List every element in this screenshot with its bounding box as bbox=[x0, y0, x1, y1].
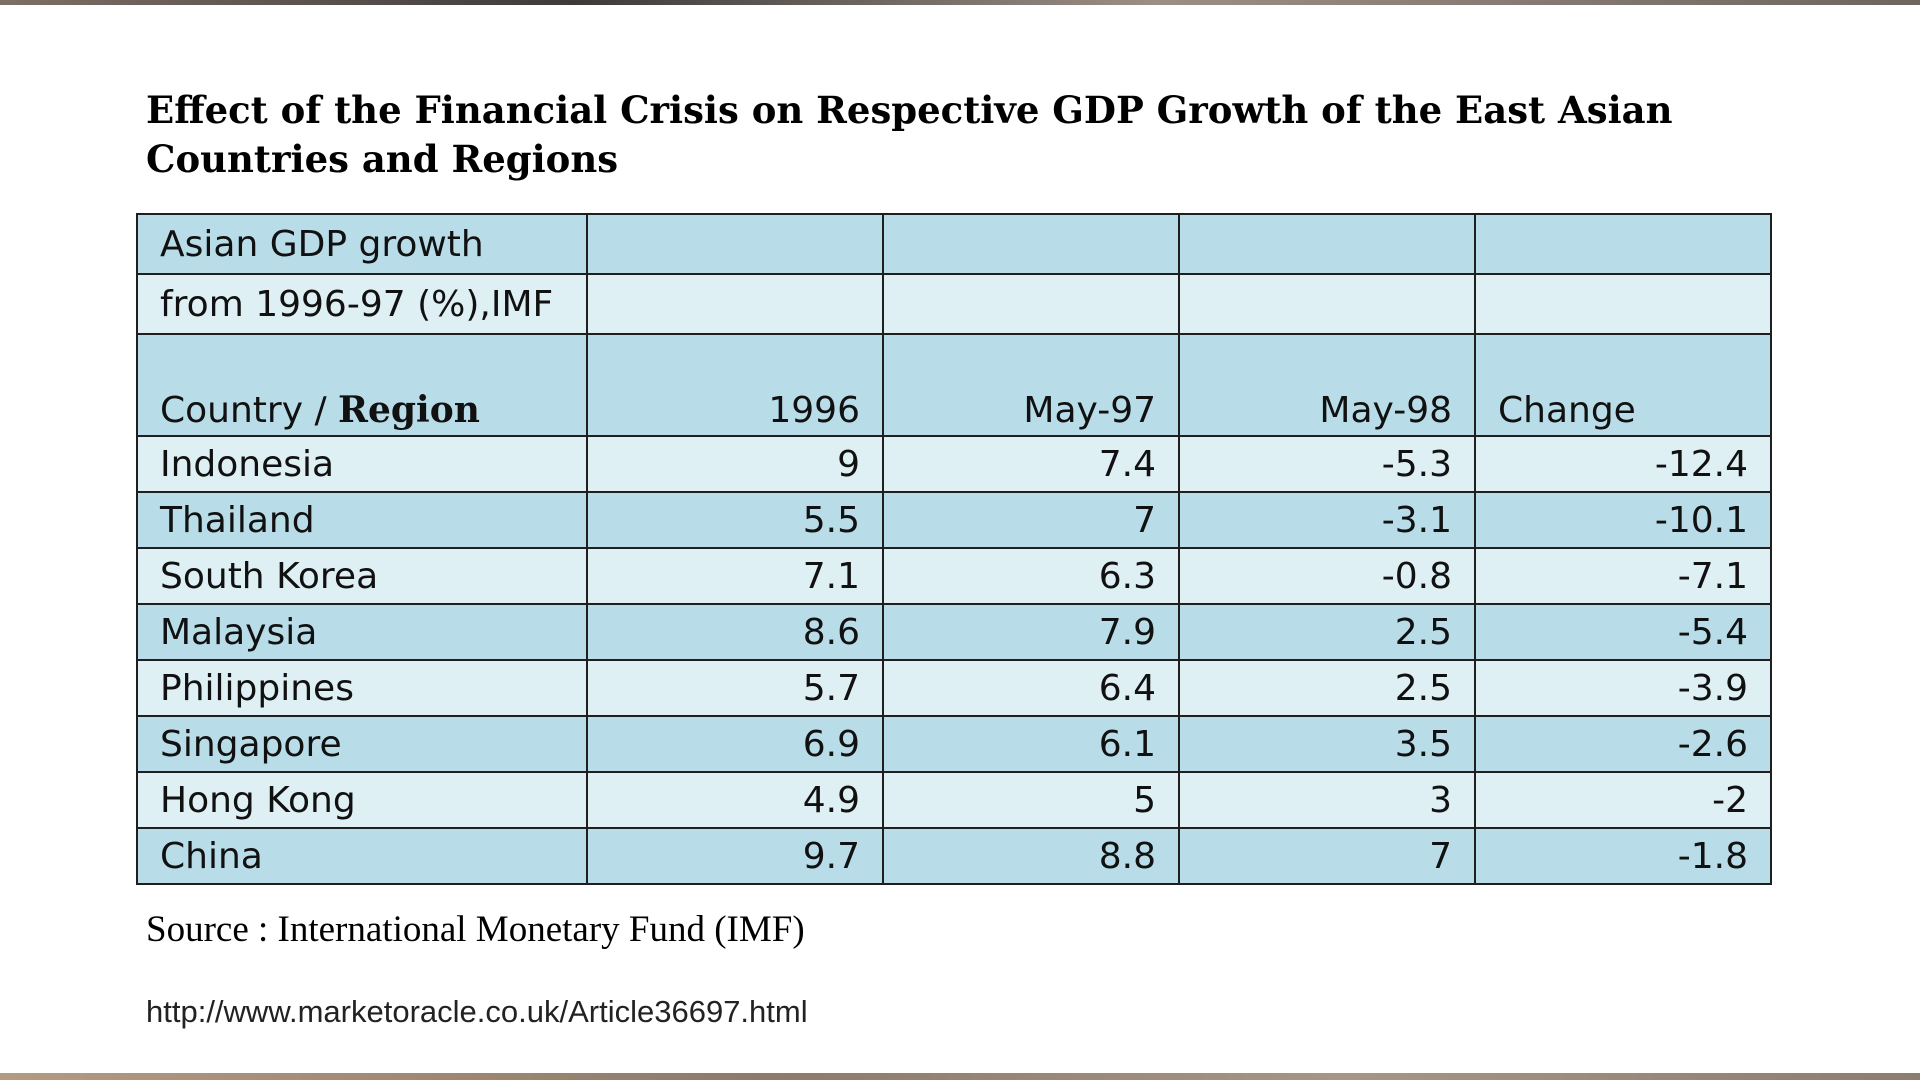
gdp-growth-table: Asian GDP growth from 1996-97 (%),IMF Co… bbox=[136, 213, 1772, 885]
top-decorative-strip bbox=[0, 0, 1920, 5]
value-cell-may97: 6.3 bbox=[882, 547, 1180, 605]
bottom-decorative-strip bbox=[0, 1073, 1920, 1080]
country-cell: Hong Kong bbox=[136, 771, 588, 829]
value-cell-change: -12.4 bbox=[1474, 435, 1772, 493]
value-cell-change: -1.8 bbox=[1474, 827, 1772, 885]
table-row: Singapore 6.9 6.1 3.5 -2.6 bbox=[136, 715, 1772, 773]
empty-cell bbox=[1474, 273, 1772, 335]
value-cell-may97: 8.8 bbox=[882, 827, 1180, 885]
page-title: Effect of the Financial Crisis on Respec… bbox=[146, 88, 1673, 181]
header-may-98: May-98 bbox=[1178, 333, 1476, 437]
source-url: http://www.marketoracle.co.uk/Article366… bbox=[146, 994, 808, 1029]
header-row: Country / Region 1996 May-97 May-98 Chan… bbox=[136, 333, 1772, 437]
header-1996: 1996 bbox=[586, 333, 884, 437]
value-cell-may98: 3 bbox=[1178, 771, 1476, 829]
value-cell-change: -5.4 bbox=[1474, 603, 1772, 661]
header-country-region: Country / Region bbox=[136, 333, 588, 437]
header-change: Change bbox=[1474, 333, 1772, 437]
value-cell-may97: 6.4 bbox=[882, 659, 1180, 717]
value-cell-may98: 2.5 bbox=[1178, 603, 1476, 661]
table-body: Asian GDP growth from 1996-97 (%),IMF Co… bbox=[136, 213, 1772, 885]
gdp-table-container: Asian GDP growth from 1996-97 (%),IMF Co… bbox=[136, 213, 1772, 885]
country-cell: Thailand bbox=[136, 491, 588, 549]
caption-row-1: Asian GDP growth bbox=[136, 213, 1772, 275]
empty-cell bbox=[1178, 213, 1476, 275]
value-cell-v1996: 4.9 bbox=[586, 771, 884, 829]
country-cell: South Korea bbox=[136, 547, 588, 605]
value-cell-v1996: 9.7 bbox=[586, 827, 884, 885]
value-cell-may98: 2.5 bbox=[1178, 659, 1476, 717]
table-row: Philippines 5.7 6.4 2.5 -3.9 bbox=[136, 659, 1772, 717]
table-row: Hong Kong 4.9 5 3 -2 bbox=[136, 771, 1772, 829]
table-row: Thailand 5.5 7 -3.1 -10.1 bbox=[136, 491, 1772, 549]
empty-cell bbox=[882, 273, 1180, 335]
value-cell-v1996: 8.6 bbox=[586, 603, 884, 661]
value-cell-v1996: 6.9 bbox=[586, 715, 884, 773]
value-cell-may98: -5.3 bbox=[1178, 435, 1476, 493]
value-cell-change: -7.1 bbox=[1474, 547, 1772, 605]
country-cell: Malaysia bbox=[136, 603, 588, 661]
value-cell-v1996: 5.5 bbox=[586, 491, 884, 549]
value-cell-v1996: 9 bbox=[586, 435, 884, 493]
value-cell-change: -10.1 bbox=[1474, 491, 1772, 549]
country-cell: China bbox=[136, 827, 588, 885]
table-row: South Korea 7.1 6.3 -0.8 -7.1 bbox=[136, 547, 1772, 605]
country-cell: Singapore bbox=[136, 715, 588, 773]
source-note: Source : International Monetary Fund (IM… bbox=[146, 909, 805, 950]
value-cell-v1996: 7.1 bbox=[586, 547, 884, 605]
value-cell-may97: 7 bbox=[882, 491, 1180, 549]
country-cell: Philippines bbox=[136, 659, 588, 717]
value-cell-may97: 6.1 bbox=[882, 715, 1180, 773]
value-cell-may98: -3.1 bbox=[1178, 491, 1476, 549]
table-row: Indonesia 9 7.4 -5.3 -12.4 bbox=[136, 435, 1772, 493]
value-cell-may97: 7.4 bbox=[882, 435, 1180, 493]
empty-cell bbox=[586, 273, 884, 335]
table-row: China 9.7 8.8 7 -1.8 bbox=[136, 827, 1772, 885]
value-cell-may97: 7.9 bbox=[882, 603, 1180, 661]
value-cell-may98: -0.8 bbox=[1178, 547, 1476, 605]
caption-row-2: from 1996-97 (%),IMF bbox=[136, 273, 1772, 335]
empty-cell bbox=[882, 213, 1180, 275]
value-cell-change: -2 bbox=[1474, 771, 1772, 829]
empty-cell bbox=[1474, 213, 1772, 275]
country-cell: Indonesia bbox=[136, 435, 588, 493]
empty-cell bbox=[586, 213, 884, 275]
value-cell-v1996: 5.7 bbox=[586, 659, 884, 717]
header-region-label: Region bbox=[338, 389, 480, 431]
value-cell-change: -2.6 bbox=[1474, 715, 1772, 773]
table-row: Malaysia 8.6 7.9 2.5 -5.4 bbox=[136, 603, 1772, 661]
value-cell-may98: 7 bbox=[1178, 827, 1476, 885]
value-cell-change: -3.9 bbox=[1474, 659, 1772, 717]
header-country-prefix: Country / bbox=[160, 390, 339, 431]
header-may-97: May-97 bbox=[882, 333, 1180, 437]
value-cell-may98: 3.5 bbox=[1178, 715, 1476, 773]
empty-cell bbox=[1178, 273, 1476, 335]
value-cell-may97: 5 bbox=[882, 771, 1180, 829]
caption-cell-1: Asian GDP growth bbox=[136, 213, 588, 275]
caption-cell-2: from 1996-97 (%),IMF bbox=[136, 273, 588, 335]
